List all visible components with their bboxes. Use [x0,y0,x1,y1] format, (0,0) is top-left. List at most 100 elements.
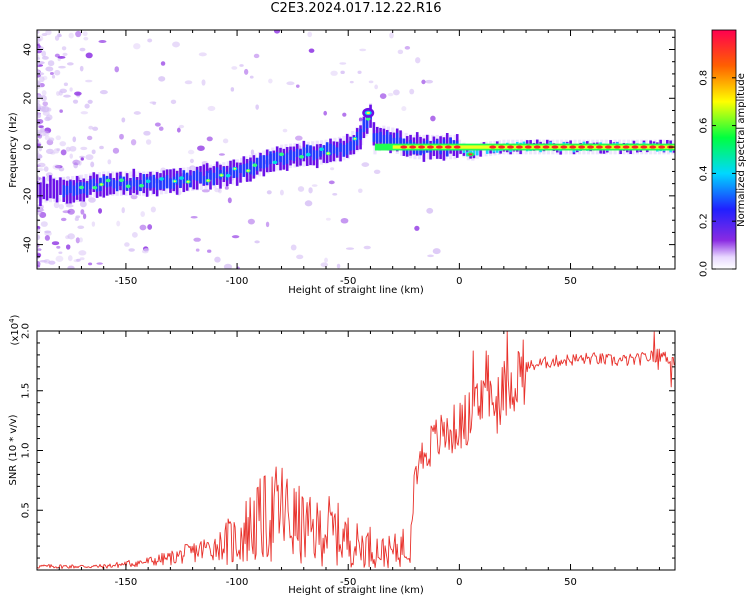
spectral-core [199,172,202,183]
x-tick-label: 50 [564,577,577,588]
spectral-core [239,165,242,173]
spectral-noise-blob [244,69,248,75]
spectral-noise-blob [330,71,337,76]
spectral-noise-blob [283,129,288,133]
spectral-noise-blob [59,204,64,210]
spectral-core [206,171,209,185]
spectral-noise-blob [131,139,136,145]
spectral-core [122,177,125,190]
spectral-noise-blob [389,32,394,38]
spectral-noise-blob [80,147,87,150]
spectral-noise-blob [86,53,93,59]
spectral-noise-blob [35,153,42,158]
spectral-noise-blob [66,147,71,152]
spectral-core [216,167,219,178]
spectral-noise-blob [76,259,81,262]
spectral-ridge-red [587,146,594,149]
spectral-noise-blob [56,246,60,249]
spectral-noise-blob [255,104,259,110]
spectral-noise-blob [44,230,51,233]
spectral-noise-blob [415,57,420,63]
spectral-band [56,180,59,202]
spectral-noise-blob [122,207,125,213]
spectral-noise-blob [202,79,206,85]
spectral-core [286,153,289,164]
spectral-noise-blob [309,48,315,52]
spectral-noise-blob [83,37,88,41]
spectral-noise-blob [185,80,193,84]
spectral-noise-blob [179,125,184,128]
spectral-peak [327,152,329,154]
spectral-peak [279,153,284,157]
spectral-noise-blob [56,91,60,96]
spectral-noise-blob [81,111,88,114]
spectral-noise-blob [65,235,69,239]
spectral-noise-blob [66,244,70,249]
x-tick-label: 0 [456,577,462,588]
spectral-noise-blob [79,237,83,242]
spectral-noise-blob [54,70,60,76]
spectral-noise-blob [72,136,76,142]
spectral-noise-blob [401,106,406,111]
spectral-noise-blob [308,187,312,193]
spectral-core [266,155,269,167]
spectral-noise-blob [223,138,228,143]
spectral-core [193,172,196,180]
spectral-ridge-red [507,146,514,149]
spectral-noise-blob [58,66,66,69]
spectral-band [39,182,42,206]
spectral-core [209,170,212,180]
spectral-noise-blob [324,258,328,263]
spectral-core [476,151,479,156]
spectral-noise-blob [369,80,374,83]
spectral-noise-blob [37,81,40,84]
spectral-core [343,145,346,157]
spectral-core [243,164,246,177]
spectral-noise-blob [132,232,138,238]
spectral-peak [92,186,97,190]
spectral-peak [319,147,324,151]
x-tick-label: -100 [226,276,249,287]
spectral-noise-blob [100,90,108,94]
spectral-noise-blob [128,248,135,251]
snr-y-multiplier: (x104) [8,314,21,345]
spectral-noise-blob [337,264,341,269]
snr-y-label: SNR (10 * v/v) [8,414,19,485]
spectral-noise-blob [92,221,95,226]
spectral-noise-blob [143,131,150,136]
spectral-noise-blob [393,89,400,95]
spectral-ridge-red [614,146,621,149]
spectral-core [249,161,252,175]
spectral-noise-blob [350,81,354,83]
spectral-noise-blob [430,116,436,122]
y-tick-label: 0 [23,144,34,150]
spectral-noise-blob [88,262,92,265]
spectral-noise-blob [134,111,141,115]
spectral-noise-blob [83,213,86,219]
spectral-core [213,173,216,186]
spectrogram-x-label: Height of straight line (km) [288,285,424,296]
spectral-noise-blob [197,145,205,151]
spectral-ridge-red [649,146,656,149]
spectral-noise-blob [57,56,65,59]
spectral-noise-blob [84,104,89,109]
spectral-noise-blob [45,235,50,241]
spectral-noise-blob [208,106,216,111]
spectral-noise-blob [266,222,269,228]
spectral-noise-blob [77,225,84,229]
spectral-noise-blob [69,33,74,39]
spectral-noise-blob [59,141,66,146]
colorbar-label: Normalized spectral amplitude [736,73,747,227]
x-tick-label: -150 [115,577,138,588]
spectral-band [46,184,49,201]
spectral-peak [187,181,189,183]
spectral-noise-blob [88,197,96,203]
spectral-core [169,178,172,188]
x-tick-label: -100 [226,577,249,588]
spectral-noise-blob [207,250,211,253]
colorbar-tick-label: 0.6 [699,118,710,134]
colorbar: 0.00.20.40.60.8 Normalized spectral ampl… [699,30,748,277]
y-tick-label: 1.5 [21,383,32,399]
spectral-peak [119,178,124,182]
spectral-ridge-red [498,146,505,149]
